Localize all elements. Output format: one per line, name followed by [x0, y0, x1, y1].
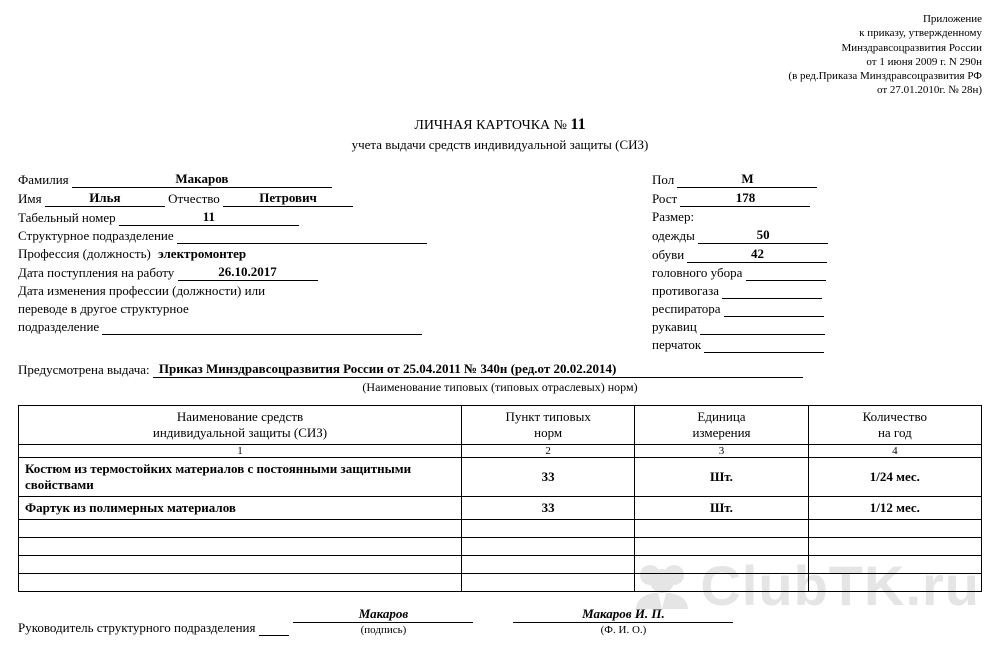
table-row — [19, 573, 982, 591]
respirator-value — [724, 316, 824, 317]
cell-unit: Шт. — [635, 457, 808, 496]
sex-label: Пол — [652, 172, 674, 188]
cell-unit — [635, 537, 808, 555]
left-column: Фамилия Макаров Имя Илья Отчество Петров… — [18, 171, 612, 355]
gasmask-label: противогаза — [652, 283, 719, 299]
cell-unit — [635, 555, 808, 573]
issuance-label: Предусмотрена выдача: — [18, 362, 150, 377]
cell-qty — [808, 519, 981, 537]
patronymic-value: Петрович — [223, 190, 353, 207]
change-value — [102, 334, 422, 335]
cell-point — [461, 555, 634, 573]
cell-qty — [808, 573, 981, 591]
signature-fio-caption: (Ф. И. О.) — [513, 624, 733, 636]
attach-l6: от 27.01.2010г. № 28н) — [18, 83, 982, 97]
profession-value: электромонтер — [158, 246, 246, 261]
signature-row: Руководитель структурного подразделения … — [18, 606, 982, 636]
cell-name: Фартук из полимерных материалов — [19, 496, 462, 519]
headwear-label: головного убора — [652, 265, 742, 281]
cell-qty — [808, 555, 981, 573]
mittens-label: рукавиц — [652, 319, 697, 335]
size-caption: Размер: — [652, 209, 694, 224]
title-prefix: ЛИЧНАЯ КАРТОЧКА № — [414, 118, 567, 133]
signature-fio: Макаров И. П. — [513, 606, 733, 623]
ppe-table: Наименование средствиндивидуальной защит… — [18, 405, 982, 592]
cell-qty: 1/24 мес. — [808, 457, 981, 496]
patronymic-label: Отчество — [168, 191, 220, 207]
cell-unit — [635, 573, 808, 591]
th-qty: Количествона год — [808, 405, 981, 444]
coln-4: 4 — [808, 444, 981, 457]
card-number: 11 — [571, 116, 586, 133]
surname-value: Макаров — [72, 171, 332, 188]
hiredate-label: Дата поступления на работу — [18, 265, 174, 281]
sex-value: М — [677, 171, 817, 188]
clothes-value: 50 — [698, 227, 828, 244]
attach-l3: Минздравсоцразвития России — [18, 41, 982, 55]
hiredate-value: 26.10.2017 — [178, 264, 318, 281]
signature-sign-caption: (подпись) — [293, 624, 473, 636]
issuance-value: Приказ Минздравсоцразвития России от 25.… — [153, 361, 803, 378]
attach-l4: от 1 июня 2009 г. N 290н — [18, 55, 982, 69]
gloves-label: перчаток — [652, 337, 701, 353]
cell-point — [461, 537, 634, 555]
cell-name: Костюм из термостойких материалов с пост… — [19, 457, 462, 496]
th-unit: Единицаизмерения — [635, 405, 808, 444]
clothes-label: одежды — [652, 228, 695, 244]
respirator-label: респиратора — [652, 301, 721, 317]
issuance-line: Предусмотрена выдача: Приказ Минздравсоц… — [18, 361, 982, 378]
th-name: Наименование средствиндивидуальной защит… — [19, 405, 462, 444]
cell-name — [19, 573, 462, 591]
table-row — [19, 537, 982, 555]
cell-name — [19, 555, 462, 573]
signature-sign: Макаров — [293, 606, 473, 623]
gasmask-value — [722, 298, 822, 299]
tabno-value: 11 — [119, 209, 299, 226]
cell-unit — [635, 519, 808, 537]
table-row — [19, 555, 982, 573]
signature-role: Руководитель структурного подразделения — [18, 620, 255, 636]
right-column: Пол М Рост 178 Размер: одежды 50 обуви 4… — [652, 171, 982, 355]
shoes-value: 42 — [687, 246, 827, 263]
table-row — [19, 519, 982, 537]
cell-qty — [808, 537, 981, 555]
change-l3: подразделение — [18, 319, 99, 335]
name-label: Имя — [18, 191, 42, 207]
mittens-value — [700, 334, 825, 335]
unit-label: Структурное подразделение — [18, 228, 174, 244]
attachment-block: Приложение к приказу, утвержденному Минз… — [18, 12, 982, 98]
cell-point — [461, 519, 634, 537]
change-l1: Дата изменения профессии (должности) или — [18, 283, 265, 298]
unit-value — [177, 243, 427, 244]
headwear-value — [746, 280, 826, 281]
surname-label: Фамилия — [18, 172, 69, 188]
table-row: Фартук из полимерных материалов33Шт.1/12… — [19, 496, 982, 519]
height-label: Рост — [652, 191, 677, 207]
issuance-caption: (Наименование типовых (типовых отраслевы… — [18, 380, 982, 395]
cell-name — [19, 519, 462, 537]
gloves-value — [704, 352, 824, 353]
cell-point — [461, 573, 634, 591]
title-block: ЛИЧНАЯ КАРТОЧКА № 11 учета выдачи средст… — [18, 116, 982, 153]
coln-1: 1 — [19, 444, 462, 457]
cell-qty: 1/12 мес. — [808, 496, 981, 519]
th-point: Пункт типовыхнорм — [461, 405, 634, 444]
profession-label: Профессия (должность) — [18, 246, 151, 262]
cell-name — [19, 537, 462, 555]
attach-l2: к приказу, утвержденному — [18, 26, 982, 40]
cell-point: 33 — [461, 496, 634, 519]
coln-2: 2 — [461, 444, 634, 457]
height-value: 178 — [680, 190, 810, 207]
attach-l5: (в ред.Приказа Минздравсоцразвития РФ — [18, 69, 982, 83]
coln-3: 3 — [635, 444, 808, 457]
name-value: Илья — [45, 190, 165, 207]
attach-l1: Приложение — [18, 12, 982, 26]
title-subtitle: учета выдачи средств индивидуальной защи… — [18, 137, 982, 153]
table-row: Костюм из термостойких материалов с пост… — [19, 457, 982, 496]
cell-point: 33 — [461, 457, 634, 496]
tabno-label: Табельный номер — [18, 210, 116, 226]
shoes-label: обуви — [652, 247, 684, 263]
cell-unit: Шт. — [635, 496, 808, 519]
change-l2: переводе в другое структурное — [18, 301, 189, 316]
